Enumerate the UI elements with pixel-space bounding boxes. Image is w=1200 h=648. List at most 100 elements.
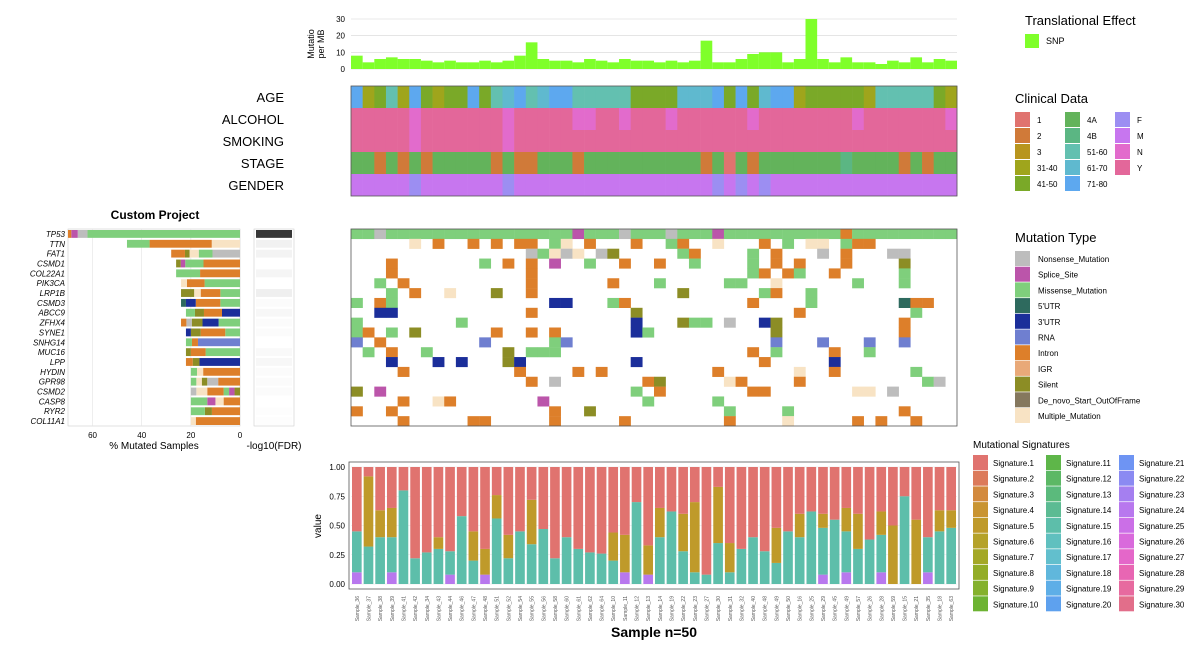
clinical-cell-alcohol [922, 108, 934, 130]
sample-tick-label: Sample_58 [553, 596, 559, 622]
clinical-cell-alcohol [642, 108, 655, 130]
mutation-cell-missense-mutation [910, 229, 923, 240]
mutation-cell-intron [852, 238, 864, 249]
sample-tick-label: Sample_36 [355, 596, 361, 622]
mutation-cell-missense-mutation [385, 297, 398, 308]
clinical-cell-gender [723, 174, 736, 196]
tmb-bar [455, 62, 468, 69]
gene-label-casp8: CASP8 [39, 397, 66, 406]
clinical-cell-gender [607, 174, 620, 196]
mutation-cell-silent [630, 307, 643, 318]
clinical-cell-smoking [385, 130, 398, 152]
mutation-cell-intron [619, 416, 631, 427]
clinical-cell-alcohol [665, 108, 678, 130]
signature-bar-segment [864, 467, 875, 540]
percent-bar-segment [196, 387, 208, 396]
signature-bar-segment [585, 467, 595, 553]
mutation-cell-multiple-mutation [817, 238, 830, 249]
mutation-cell-multiple-mutation [863, 386, 876, 397]
mutation-cell-silent [502, 357, 515, 368]
clinical-cell-stage [514, 152, 527, 174]
clinical-cell-stage [793, 152, 806, 174]
fdr-cell [256, 328, 292, 337]
clinical-cell-age [677, 86, 690, 108]
clinical-cell-gender [654, 174, 666, 196]
mutation-legend-swatch [1015, 298, 1030, 314]
signature-bar-segment [864, 539, 875, 584]
gene-label-lpp: LPP [50, 358, 66, 367]
percent-bar-segment [126, 239, 150, 248]
mutation-cell-nonsense-mutation [933, 376, 946, 387]
clinical-cell-smoking [630, 130, 643, 152]
clinical-legend-label: 1 [1037, 116, 1042, 125]
mutation-cell-intron [758, 357, 771, 368]
clinical-cell-smoking [560, 130, 573, 152]
signature-bar-segment [923, 572, 933, 584]
mutation-cell-intron [747, 347, 760, 358]
sample-tick-label: Sample_35 [926, 596, 932, 622]
fdr-axis-title: -log10(FDR) [246, 441, 301, 452]
signature-bar-segment [620, 534, 630, 573]
tmb-bar [607, 62, 620, 69]
fdr-cell [256, 279, 292, 288]
sample-tick-label: Sample_40 [751, 596, 757, 622]
tmb-bar [910, 57, 923, 69]
clinical-cell-age [584, 86, 597, 108]
signature-bar-segment [876, 572, 887, 584]
clinical-legend-swatch [1115, 112, 1130, 127]
mutation-cell-intron [549, 406, 561, 417]
clinical-cell-alcohol [828, 108, 841, 130]
mutation-cell-missense-mutation [793, 268, 806, 279]
signature-legend-swatch [1046, 596, 1061, 612]
clinical-cell-gender [619, 174, 631, 196]
clinical-cell-alcohol [525, 108, 538, 130]
signature-bar-segment [748, 537, 758, 584]
mutation-cell-missense-mutation [910, 366, 923, 377]
mutation-cell-intron [467, 416, 480, 427]
clinical-cell-alcohol [595, 108, 608, 130]
mutation-cell-nonsense-mutation [887, 248, 899, 259]
signature-legend-label: Signature.6 [993, 538, 1034, 547]
percent-bar-segment [190, 377, 197, 386]
signature-bar-segment [445, 467, 455, 552]
mutation-cell-multiple-mutation [549, 248, 561, 259]
fdr-cell [256, 249, 292, 258]
signature-bar-segment [678, 513, 688, 552]
mutation-cell-3-utr [560, 297, 573, 308]
tmb-tick-label: 30 [336, 15, 345, 24]
clinical-cell-gender [782, 174, 795, 196]
signature-bar-segment [561, 537, 572, 584]
mutation-cell-missense-mutation [677, 229, 690, 240]
clinical-cell-stage [817, 152, 830, 174]
mutation-cell-rna [898, 337, 911, 348]
signature-bar-segment [352, 531, 362, 573]
signature-bar-segment [386, 507, 397, 538]
gene-label-pik3ca: PIK3CA [37, 279, 65, 288]
sample-tick-label: Sample_31 [728, 596, 734, 622]
percent-bar-segment [201, 377, 208, 386]
clinical-cell-smoking [863, 130, 876, 152]
mutation-cell-intron [654, 386, 666, 397]
mutation-cell-intron [758, 386, 771, 397]
mutation-cell-missense-mutation [863, 347, 876, 358]
percent-bar-segment [198, 249, 213, 258]
clinical-cell-smoking [397, 130, 410, 152]
signature-bar-segment [946, 527, 956, 584]
signature-bar-segment [433, 467, 444, 538]
signature-bar-segment [689, 572, 700, 584]
percent-bar-segment [218, 318, 240, 327]
mutation-cell-intron [584, 238, 596, 249]
mutation-cell-intron [654, 258, 666, 269]
signature-bar-segment [421, 467, 432, 553]
clinical-cell-age [898, 86, 911, 108]
percent-bar-segment [190, 348, 206, 357]
signature-tick-label: 0.50 [329, 522, 345, 531]
signature-bar-segment [468, 467, 479, 532]
mutation-cell-intron [525, 307, 538, 318]
signature-bar-segment [410, 558, 420, 584]
mutation-cell-intron [840, 258, 853, 269]
signature-bar-segment [771, 562, 782, 584]
mutation-legend-label: Silent [1038, 381, 1059, 390]
mutation-cell-missense-mutation [630, 386, 643, 397]
signature-bar-segment [491, 518, 502, 584]
